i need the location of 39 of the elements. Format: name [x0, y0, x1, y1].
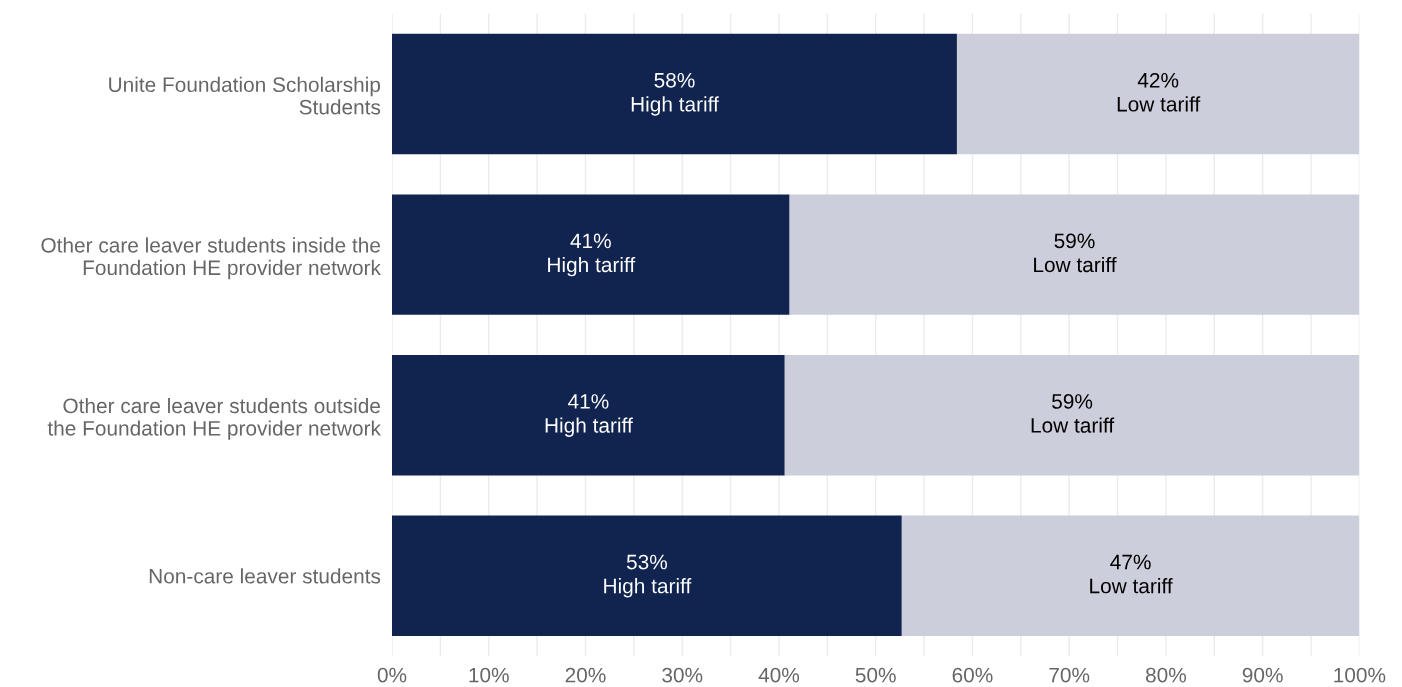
bar: [392, 515, 902, 637]
x-tick-label: 20%: [565, 667, 606, 683]
x-tick-label: 30%: [662, 667, 703, 683]
bar: [392, 194, 790, 315]
x-tick-label: 60%: [952, 667, 993, 683]
text: Low tariff: [1117, 96, 1201, 112]
data-label: 59%: [1054, 233, 1095, 249]
bar: [784, 354, 1360, 476]
bar: [392, 33, 957, 155]
data-label: 41%: [568, 394, 609, 409]
x-tick-label: 80%: [1145, 667, 1187, 683]
text: High tariff: [631, 96, 719, 116]
text: Low tariff: [1090, 578, 1173, 594]
text: High tariff: [545, 417, 633, 437]
series-label: Low tariff: [1034, 256, 1117, 273]
x-tick-label: 10%: [469, 667, 509, 683]
data-label: 47%: [1110, 554, 1151, 570]
x-tick-label: 0%: [377, 667, 407, 683]
y-tick-label: Other care leaver students outside the Foundation HE provider network: [47, 397, 381, 440]
data-label: 53%: [626, 554, 668, 570]
bar: [956, 33, 1360, 155]
x-tick-label: 70%: [1049, 667, 1090, 683]
bar: [789, 194, 1360, 315]
series-label: High tariff: [604, 578, 692, 598]
y-tick-label: Non-care leaver students: [149, 568, 381, 584]
bar: [392, 354, 785, 476]
x-tick-label: 50%: [855, 667, 896, 683]
data-label: 58%: [654, 72, 695, 88]
x-tick-label: 100%: [1334, 667, 1386, 683]
y-tick-label: Unite Foundation Scholarship Students: [109, 76, 381, 115]
data-label: 41%: [570, 233, 611, 249]
data-label: 59%: [1052, 394, 1093, 409]
data-label: 42%: [1137, 72, 1179, 88]
text: High tariff: [548, 256, 636, 277]
x-tick-label: 90%: [1242, 667, 1283, 683]
x-tick-label: 40%: [758, 667, 800, 683]
text: Low tariff: [1031, 417, 1115, 433]
y-tick-label: Other care leaver students inside the Foundation HE provider network: [41, 237, 381, 280]
bar: [901, 515, 1360, 637]
